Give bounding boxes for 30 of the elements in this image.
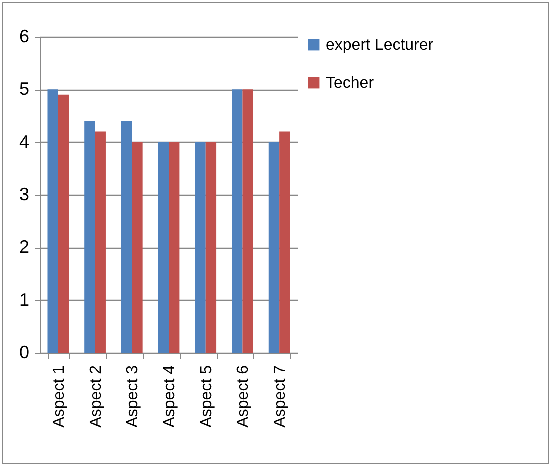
bar <box>95 132 106 353</box>
bar <box>84 121 96 353</box>
y-tick-label: 2 <box>19 237 30 258</box>
bar <box>121 121 132 353</box>
bar <box>280 132 290 353</box>
bar <box>206 142 217 353</box>
x-tick-label: Aspect 6 <box>235 365 252 428</box>
y-tick-label: 0 <box>19 342 30 362</box>
legend-label: expert Lecturer <box>326 37 434 54</box>
x-tick-label: Aspect 5 <box>198 365 216 428</box>
bar <box>232 90 243 353</box>
x-tick-label: Aspect 4 <box>162 365 178 428</box>
legend-label: Techer <box>326 75 375 92</box>
bar <box>169 142 180 353</box>
bar <box>158 142 169 353</box>
y-tick-label: 6 <box>19 26 30 46</box>
x-tick-label: Aspect 1 <box>50 365 68 428</box>
y-tick-label: 3 <box>19 184 30 204</box>
bar <box>48 90 58 353</box>
bar <box>195 142 206 353</box>
bar <box>268 142 280 353</box>
bar <box>132 142 143 353</box>
y-tick-label: 5 <box>19 79 30 100</box>
x-tick-label: Aspect 2 <box>88 365 105 428</box>
x-tick-label: Aspect 3 <box>124 365 142 428</box>
bar <box>58 94 70 353</box>
x-tick-label: Aspect 7 <box>272 365 290 428</box>
bar <box>242 90 254 353</box>
y-tick-label: 4 <box>19 132 30 152</box>
y-tick-label: 1 <box>19 290 30 310</box>
